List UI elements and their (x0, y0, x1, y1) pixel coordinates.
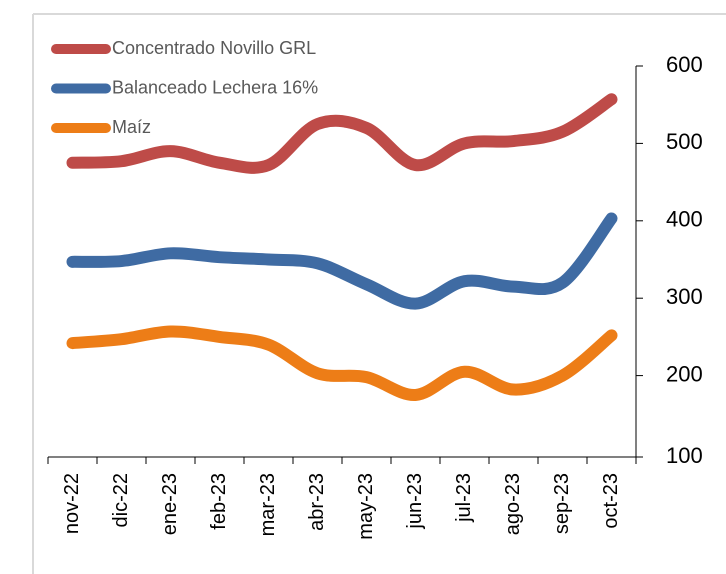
x-tick-label: oct-23 (600, 473, 622, 529)
x-tick-label: ago-23 (502, 473, 524, 535)
y-tick-label: 500 (666, 129, 703, 154)
series-line (66, 325, 618, 401)
x-tick-label: ene-23 (159, 473, 181, 535)
series-line (66, 212, 618, 310)
x-tick-label: sep-23 (551, 473, 573, 534)
y-tick-label: 600 (666, 52, 703, 77)
y-tick-label: 300 (666, 284, 703, 309)
x-tick-label: dic-22 (110, 473, 132, 527)
x-tick-label: mar-23 (257, 473, 279, 536)
x-tick-label: may-23 (355, 473, 377, 540)
x-tick-label: jun-23 (404, 473, 426, 530)
y-tick-label: 400 (666, 207, 703, 232)
y-tick-label: 100 (666, 443, 703, 468)
legend-label: Concentrado Novillo GRL (112, 38, 316, 58)
x-tick-label: abr-23 (306, 473, 328, 531)
x-tick-label: feb-23 (208, 473, 230, 530)
legend-label: Maíz (112, 117, 151, 137)
x-tick-label: nov-22 (61, 473, 83, 534)
y-tick-label: 200 (666, 361, 703, 386)
series-line (66, 93, 618, 174)
legend-label: Balanceado Lechera 16% (112, 77, 318, 97)
x-tick-label: jul-23 (453, 473, 475, 523)
